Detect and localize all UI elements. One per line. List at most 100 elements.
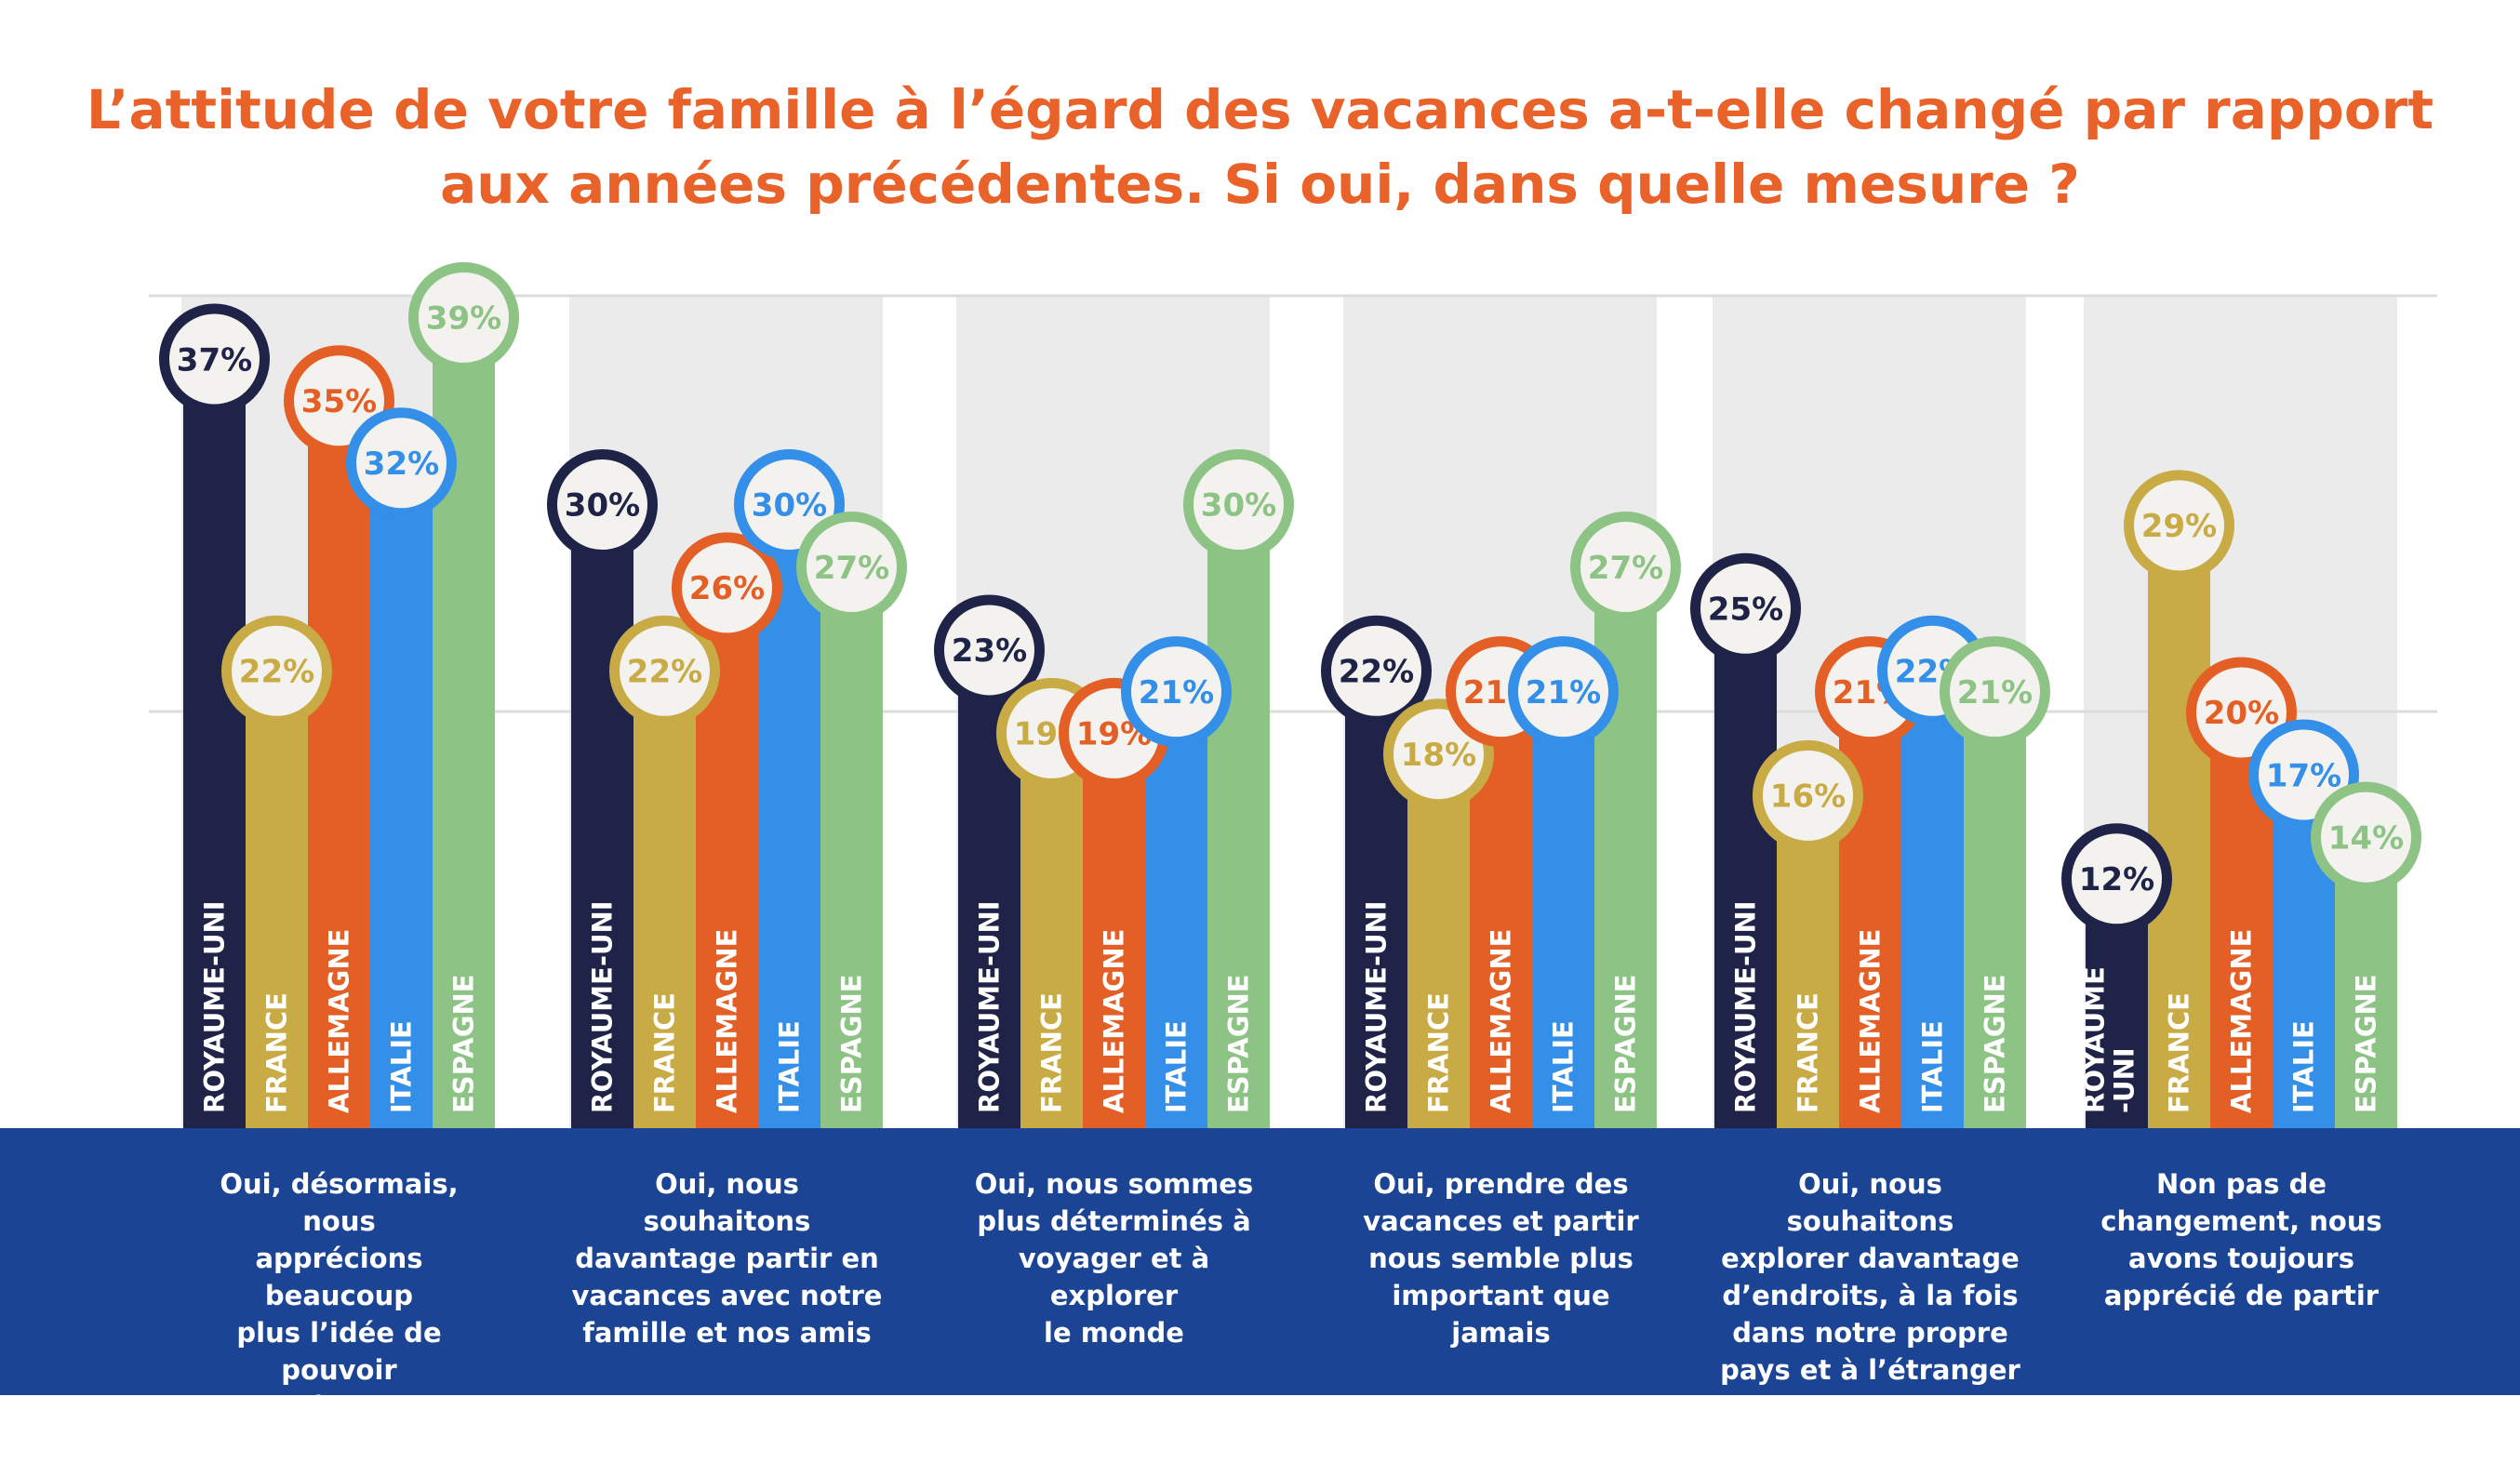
category-label-line: plus l’idée de pouvoir [236, 1317, 442, 1386]
bar-value-label: 18% [1401, 737, 1476, 774]
bar-espagne-group-2 [820, 566, 883, 1128]
bar-series-label: ITALIE [386, 1020, 418, 1113]
value-bubble: 14% [2311, 781, 2421, 893]
category-label-line: Oui, nous souhaitons [1786, 1168, 1954, 1237]
value-bubble-circle [609, 615, 720, 726]
value-bubble: 21% [1508, 636, 1619, 748]
value-bubble: 23% [934, 594, 1045, 706]
value-bubble-circle [408, 261, 519, 373]
bar-italie-group-5 [1901, 671, 1964, 1128]
bar-value-label: 32% [364, 446, 439, 483]
value-bubble-circle [346, 407, 457, 519]
bar-espagne-group-3 [1207, 504, 1270, 1128]
value-bubble: 22% [609, 615, 720, 726]
bar-value-label: 21% [1139, 674, 1214, 712]
bar-value-label: 21% [1526, 674, 1601, 712]
category-label-1: Oui, désormais, nous apprécions beaucoup p… [181, 1165, 498, 1463]
bar-series-label: ROYAUME [2079, 966, 2111, 1113]
category-label-line: apprécié de partir [2103, 1280, 2380, 1311]
bar-italie-group-4 [1532, 691, 1594, 1128]
value-bubble-circle [1570, 512, 1681, 623]
bar-france-group-3 [1020, 733, 1083, 1128]
category-label-line: plus déterminés à [977, 1205, 1251, 1237]
bar-france-group-1 [246, 671, 308, 1128]
value-bubble: 16% [1753, 739, 1863, 851]
bar-value-label: 30% [752, 487, 827, 525]
bar-allemagne-group-1 [308, 400, 370, 1128]
bar-france-group-4 [1407, 753, 1470, 1128]
chart-title-line-1: L’attitude de votre famille à l’égard de… [86, 78, 2434, 141]
category-label-3: Oui, nous sommes plus déterminés à voyager… [956, 1165, 1273, 1351]
category-label-4: Oui, prendre des vacances et partir nous s… [1343, 1165, 1660, 1351]
category-label-line: nous semble plus [1368, 1243, 1633, 1274]
bars-layer: ROYAUME-UNI FRANCE ALLEMAGNE ITALIE ESPAGNE R… [183, 317, 2397, 1128]
bar-france-group-5 [1777, 795, 1839, 1128]
value-bubble-circle [2061, 823, 2172, 935]
value-bubble-circle [1690, 552, 1801, 664]
bar-royaume-uni-group-5 [1714, 608, 1777, 1128]
category-label-2: Oui, nous souhaitons davantage partir en v… [569, 1165, 886, 1351]
bar-value-label: 26% [689, 570, 765, 607]
value-bubble-circle [796, 512, 907, 623]
bar-series-label: ROYAUME-UNI [199, 900, 231, 1113]
bar-royaume-uni-group-1 [183, 359, 246, 1128]
category-label-line: Oui, désormais, nous [220, 1168, 459, 1237]
bar-series-label: ESPAGNE [448, 974, 480, 1113]
bar-value-label: 27% [1588, 550, 1663, 587]
bar-value-label: 22% [627, 654, 702, 691]
value-bubble-circle [547, 449, 658, 560]
value-bubble: 21% [1940, 636, 2050, 748]
bar-value-label: 16% [1770, 778, 1846, 816]
category-label-line: d’endroits, à la fois [1722, 1280, 2019, 1311]
bar-series-label: FRANCE [1036, 992, 1068, 1113]
chart-title-line-2: aux années précédentes. Si oui, dans que… [440, 153, 2080, 216]
bar-series-label: ALLEMAGNE [712, 929, 743, 1113]
value-bubble: 30% [547, 449, 658, 560]
category-label-line: famille et nos amis [582, 1317, 872, 1349]
value-bubble-circle [221, 615, 332, 726]
bar-series-label: ITALIE [774, 1020, 806, 1113]
category-label-line: voyager et à explorer [1018, 1243, 1210, 1311]
value-bubbles-layer: 37%22%35%32%39%30%22%26%30%27%23%19%19%2… [159, 261, 2421, 935]
bar-series-label: ESPAGNE [1610, 974, 1642, 1113]
category-labels-band: Oui, désormais, nous apprécions beaucoup p… [0, 1128, 2520, 1460]
bar-series-label: ALLEMAGNE [1855, 929, 1887, 1113]
value-bubble: 39% [408, 261, 519, 373]
bar-series-label: FRANCE [2164, 992, 2195, 1113]
value-bubble: 32% [346, 407, 457, 519]
value-bubble: 29% [2124, 470, 2234, 581]
bar-value-label: 21% [1957, 674, 2033, 712]
bar-series-label: ALLEMAGNE [2226, 929, 2258, 1113]
bar-series-label: ROYAUME-UNI [974, 900, 1006, 1113]
bar-series-label: ROYAUME-UNI [1730, 900, 1762, 1113]
bar-series-label: -UNI [2109, 1047, 2140, 1113]
value-bubble-circle [1753, 739, 1863, 851]
category-label-5: Oui, nous souhaitons explorer davantage d’… [1713, 1165, 2029, 1389]
bar-value-label: 17% [2266, 757, 2341, 794]
value-bubble: 25% [1690, 552, 1801, 664]
bar-france-group-2 [633, 671, 696, 1128]
bar-series-label: ALLEMAGNE [1099, 929, 1130, 1113]
value-bubble-circle [1508, 636, 1619, 748]
category-label-line: davantage partir en [575, 1243, 879, 1274]
value-bubble-circle [159, 303, 270, 415]
bar-value-label: 25% [1708, 591, 1783, 628]
bar-series-label: ALLEMAGNE [1486, 929, 1517, 1113]
category-label-line: explorer davantage [1721, 1243, 2020, 1274]
bar-series-label: ITALIE [1548, 1020, 1580, 1113]
bar-value-label: 39% [426, 300, 501, 338]
bar-series-label: FRANCE [649, 992, 681, 1113]
bar-allemagne-group-3 [1083, 733, 1145, 1128]
bar-series-label: ALLEMAGNE [324, 929, 355, 1113]
value-bubble-circle [2124, 470, 2234, 581]
value-bubble: 12% [2061, 823, 2172, 935]
bar-series-label: ESPAGNE [836, 974, 868, 1113]
bar-value-label: 12% [2079, 861, 2154, 898]
bar-value-label: 27% [814, 550, 889, 587]
value-bubble-circle [1321, 615, 1432, 726]
bar-series-label: ESPAGNE [1980, 974, 2011, 1113]
bar-italie-group-1 [370, 462, 433, 1128]
value-bubble: 22% [1321, 615, 1432, 726]
bar-series-label: ITALIE [1161, 1020, 1193, 1113]
value-bubble: 27% [1570, 512, 1681, 623]
